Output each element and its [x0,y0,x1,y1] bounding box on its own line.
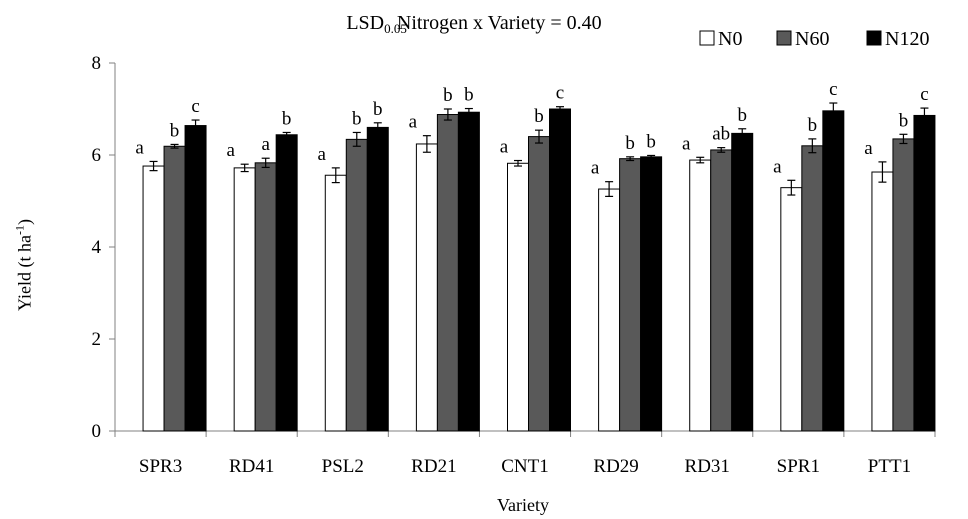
bar-N120-RD41 [275,134,298,432]
significance-letter: a [135,137,144,158]
legend-label-N120: N120 [885,28,929,50]
significance-letter: b [352,108,362,129]
bar-N0-CNT1 [507,162,529,432]
significance-letter: a [409,112,418,133]
significance-letter: c [556,83,564,104]
significance-letter: a [864,138,873,159]
x-tick-label: RD31 [685,456,730,477]
bar-N0-PSL2 [324,174,347,432]
significance-letter: b [282,108,292,129]
bar-N120-RD21 [457,111,480,432]
legend-label-N60: N60 [795,28,829,50]
significance-letter: b [443,85,453,106]
y-tick-label: 4 [92,237,102,258]
y-tick-label: 2 [92,329,102,350]
significance-letter: c [829,79,837,100]
significance-letter: c [191,96,199,117]
significance-letter: a [773,156,782,177]
legend-swatch-N0 [699,30,715,46]
bar-N60-PTT1 [892,138,915,432]
x-tick-label: PSL2 [322,456,364,477]
bar-N0-RD21 [415,143,438,432]
significance-letter: b [170,120,180,141]
x-tick-label: SPR3 [139,456,182,477]
y-tick-label: 0 [92,421,102,442]
y-tick-label: 8 [92,53,102,74]
legend-swatch-N120 [866,30,882,46]
significance-letter: b [625,133,635,154]
significance-letter: b [737,105,747,126]
significance-letter: a [682,133,691,154]
bar-N60-RD29 [619,158,642,432]
bars [142,102,936,432]
x-tick-label: SPR1 [777,456,820,477]
x-tick-label: RD41 [229,456,274,477]
significance-letter: ab [712,124,730,145]
x-axis-label: Variety [497,495,549,515]
significance-letter: a [318,144,327,165]
bar-N120-SPR1 [822,110,845,432]
x-tick-label: RD29 [593,456,638,477]
legend-label-N0: N0 [718,28,742,50]
bar-N60-RD31 [710,149,733,432]
legend-swatch-N60 [776,30,792,46]
significance-letter: b [373,99,383,120]
x-tick-label: PTT1 [868,456,911,477]
significance-letter: b [464,85,474,106]
bar-N60-SPR1 [801,145,824,432]
bar-N0-SPR1 [780,187,803,432]
significance-letter: a [261,134,270,155]
bar-N0-SPR3 [142,165,165,432]
bar-N120-PSL2 [366,126,389,432]
bar-N120-RD29 [640,156,663,432]
significance-letter: b [808,115,818,136]
significance-letter: a [591,158,600,179]
bar-N0-RD41 [233,167,256,432]
significance-letter: a [500,137,509,158]
significance-letter: b [646,131,656,152]
bar-N0-RD31 [689,159,712,432]
bar-N120-SPR3 [184,125,207,432]
bar-N60-PSL2 [345,138,368,432]
bar-N120-RD31 [731,132,754,432]
bar-N0-PTT1 [871,171,894,432]
x-tick-label: RD21 [411,456,456,477]
y-tick-label: 6 [92,145,102,166]
significance-letter: b [899,110,909,131]
significance-letter: b [534,106,544,127]
x-tick-label: CNT1 [501,456,549,477]
bar-N60-RD41 [254,162,277,432]
bar-N120-CNT1 [549,108,571,432]
legend: N0 N60 N120 [699,28,929,50]
bar-N60-SPR3 [163,145,186,432]
bar-N60-CNT1 [528,136,550,432]
bar-N60-RD21 [436,114,459,432]
significance-letter: c [920,84,928,105]
significance-letter: a [226,140,235,161]
bar-N120-PTT1 [913,114,936,432]
bar-N0-RD29 [598,188,621,432]
